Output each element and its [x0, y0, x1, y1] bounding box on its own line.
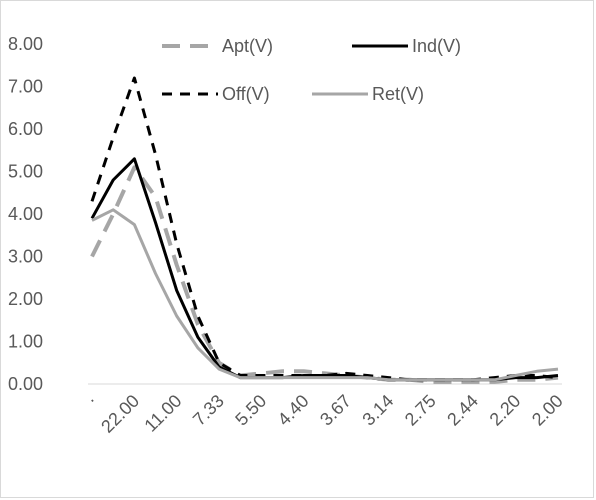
y-tick-label: 6.00: [8, 119, 43, 139]
x-tick-label: 2.20: [486, 391, 525, 430]
x-tick-label: 3.14: [358, 391, 397, 430]
series-line-ret-v: [91, 208, 559, 382]
x-tick-label: 2.75: [401, 391, 440, 430]
y-tick-label: 3.00: [8, 247, 43, 267]
y-axis-ticks: 0.00 1.00 2.00 3.00 4.00 5.00 6.00 7.00 8.00: [8, 34, 43, 394]
series-line-off-v: [90, 76, 559, 382]
x-tick-label: 11.00: [140, 391, 185, 436]
y-tick-label: 1.00: [8, 332, 43, 352]
legend-label: Apt(V): [222, 36, 273, 56]
y-tick-label: 4.00: [8, 204, 43, 224]
x-tick-label: 3.67: [316, 391, 355, 430]
legend: Apt(V) Ind(V) Off(V) Ret(V): [162, 36, 461, 104]
legend-label: Ind(V): [412, 36, 461, 56]
x-tick-label: 2.00: [528, 391, 567, 430]
x-tick-label: 2.44: [443, 391, 482, 430]
y-tick-label: 5.00: [8, 162, 43, 182]
series-lines: [90, 76, 559, 384]
y-tick-label: 0.00: [8, 374, 43, 394]
x-tick-label: 7.33: [189, 391, 228, 430]
legend-label: Ret(V): [372, 84, 424, 104]
series-line-ind-v: [90, 157, 559, 382]
x-tick-label: 22.00: [97, 391, 143, 437]
legend-label: Off(V): [222, 84, 270, 104]
y-tick-label: 8.00: [8, 34, 43, 54]
x-tick-label: ·: [82, 391, 100, 409]
y-tick-label: 7.00: [8, 77, 43, 97]
x-tick-label: 5.50: [231, 391, 270, 430]
y-tick-label: 2.00: [8, 289, 43, 309]
series-line-apt-v: [90, 165, 559, 384]
x-tick-label: 4.40: [274, 391, 313, 430]
